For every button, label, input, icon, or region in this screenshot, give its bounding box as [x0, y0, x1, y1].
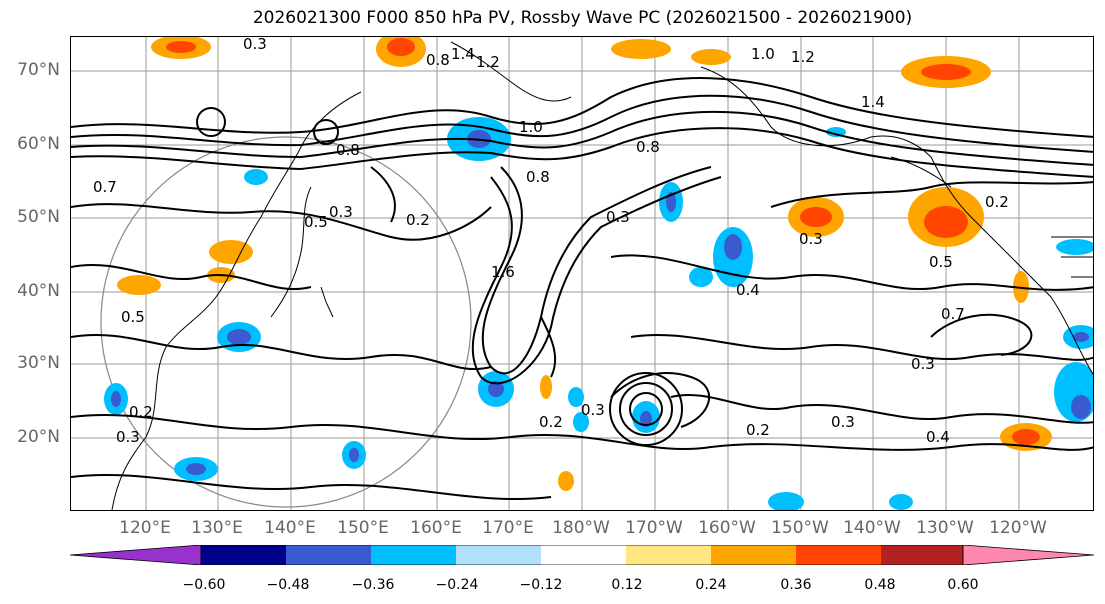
contour-label: 0.3: [243, 37, 267, 53]
colorbar: [70, 545, 1094, 565]
contour-label: 1.4: [451, 45, 475, 63]
lon-label-120w: 120°W: [989, 518, 1047, 538]
lon-label-150e: 150°E: [337, 518, 389, 538]
contour-label: 1.6: [491, 263, 515, 281]
colorbar-tick: 0.24: [695, 577, 727, 593]
contour-label: 1.0: [751, 45, 775, 63]
analysis-region-circle: [100, 136, 472, 508]
contour-label: 0.3: [911, 355, 935, 373]
lat-label-70n: 70°N: [17, 60, 60, 80]
contour-label: 0.2: [539, 413, 563, 431]
contour-label: 0.2: [406, 211, 430, 229]
contour-label: 1.2: [791, 48, 815, 66]
contour-label: 0.8: [336, 141, 360, 159]
contour-label: 0.4: [926, 428, 950, 446]
colorbar-tick: 0.12: [611, 577, 643, 593]
lon-label-140e: 140°E: [264, 518, 316, 538]
lon-label-150w: 150°W: [771, 518, 829, 538]
colorbar-extend-low: [70, 545, 202, 565]
contour-label: 0.3: [799, 230, 823, 248]
contour-label: 0.5: [121, 308, 145, 326]
map-canvas: 0.3 0.8 1.4 1.2 1.0 1.2 1.4 0.8 1.0 0.8 …: [71, 37, 1093, 510]
lon-label-160e: 160°E: [410, 518, 462, 538]
contour-label: 0.2: [129, 403, 153, 421]
contour-label: 0.7: [941, 305, 965, 323]
lon-label-160w: 160°W: [698, 518, 756, 538]
colorbar-segment: [456, 545, 541, 565]
colorbar-segment: [881, 545, 963, 565]
colorbar-segment: [711, 545, 796, 565]
lon-label-170e: 170°E: [482, 518, 534, 538]
contour-label: 0.5: [304, 213, 328, 231]
contour-label: 0.3: [116, 428, 140, 446]
colorbar-segment: [286, 545, 371, 565]
lon-label-130e: 130°E: [191, 518, 243, 538]
contour-label: 0.8: [526, 168, 550, 186]
pv-contours: [71, 77, 1093, 501]
contour-label-group: 0.3 0.8 1.4 1.2 1.0 1.2 1.4 0.8 1.0 0.8 …: [93, 37, 1009, 446]
contour-label: 0.4: [736, 281, 760, 299]
contour-label: 0.5: [929, 253, 953, 271]
lat-label-20n: 20°N: [17, 427, 60, 447]
colorbar-segment: [626, 545, 711, 565]
lon-label-180w: 180°W: [552, 518, 610, 538]
colorbar-frame: [200, 545, 964, 565]
contour-label: 0.7: [93, 178, 117, 196]
colorbar-tick: 0.36: [780, 577, 812, 593]
lat-label-40n: 40°N: [17, 281, 60, 301]
colorbar-segment: [541, 545, 626, 565]
contour-label: 0.8: [636, 138, 660, 156]
coastlines: [111, 41, 1093, 510]
lat-label-60n: 60°N: [17, 134, 60, 154]
colorbar-segment: [201, 545, 286, 565]
map-panel: 0.3 0.8 1.4 1.2 1.0 1.2 1.4 0.8 1.0 0.8 …: [70, 36, 1094, 511]
contour-label: 1.2: [476, 53, 500, 71]
contour-label: 0.2: [985, 193, 1009, 211]
colorbar-extend-high: [962, 545, 1094, 565]
contour-label: 0.3: [581, 401, 605, 419]
colorbar-tick: −0.12: [519, 577, 563, 593]
colorbar-tick: 0.60: [947, 577, 979, 593]
contour-label: 0.2: [746, 421, 770, 439]
colorbar-tick: −0.24: [435, 577, 479, 593]
lat-label-50n: 50°N: [17, 207, 60, 227]
lon-label-170w: 170°W: [625, 518, 683, 538]
chart-title: 2026021300 F000 850 hPa PV, Rossby Wave …: [252, 8, 913, 28]
contour-label: 1.0: [519, 118, 543, 136]
lon-label-140w: 140°W: [843, 518, 901, 538]
contour-label: 1.4: [861, 93, 885, 111]
lon-label-130w: 130°W: [916, 518, 974, 538]
contour-label: 0.3: [831, 413, 855, 431]
colorbar-tick: −0.60: [182, 577, 226, 593]
contour-label: 0.3: [606, 208, 630, 226]
colorbar-tick: −0.48: [266, 577, 310, 593]
contour-label: 0.3: [329, 203, 353, 221]
contour-label: 0.8: [426, 51, 450, 69]
colorbar-tick: −0.36: [351, 577, 395, 593]
lat-label-30n: 30°N: [17, 353, 60, 373]
colorbar-tick: 0.48: [864, 577, 896, 593]
colorbar-segment: [796, 545, 881, 565]
colorbar-segment: [371, 545, 456, 565]
lon-label-120e: 120°E: [119, 518, 171, 538]
